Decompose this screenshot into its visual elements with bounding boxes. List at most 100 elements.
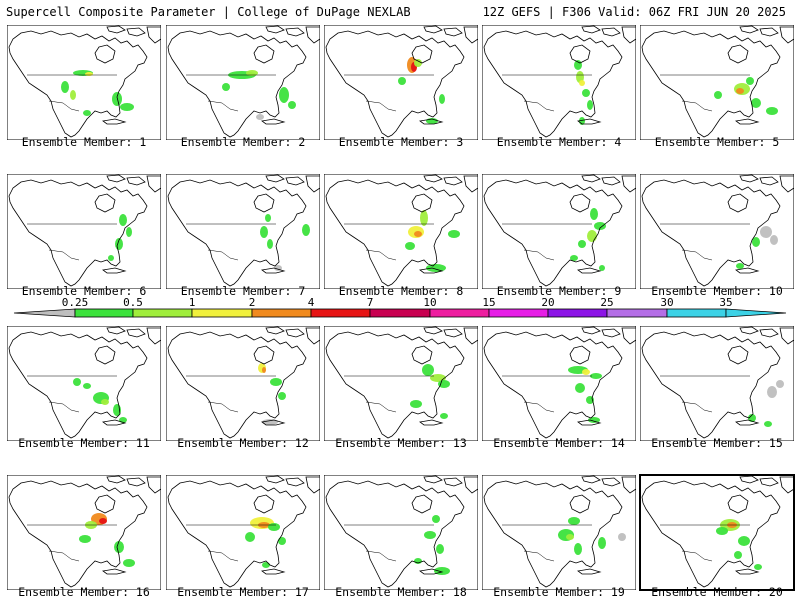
run-valid-time: 12Z GEFS | F306 Valid: 06Z FRI JUN 20 20… bbox=[482, 5, 786, 19]
color-scale-segment bbox=[369, 308, 431, 318]
scp-contour bbox=[716, 527, 728, 535]
color-scale-tick-label: 20 bbox=[541, 296, 555, 309]
ensemble-member-label: Ensemble Member: 17 bbox=[177, 585, 309, 599]
ensemble-member-label: Ensemble Member: 12 bbox=[177, 436, 309, 450]
ensemble-member-panel: Ensemble Member: 1 bbox=[7, 25, 161, 149]
scp-contour bbox=[112, 92, 122, 106]
north-america-map bbox=[166, 25, 320, 140]
ensemble-member-label: Ensemble Member: 4 bbox=[496, 135, 622, 149]
scp-contour bbox=[99, 518, 107, 524]
ensemble-member-label: Ensemble Member: 13 bbox=[335, 436, 467, 450]
scp-contour bbox=[123, 559, 135, 567]
scp-contour bbox=[736, 263, 744, 269]
scp-contour bbox=[262, 562, 270, 568]
color-scale-tick-label: 0.5 bbox=[123, 296, 143, 309]
scp-contour bbox=[73, 378, 81, 386]
ensemble-member-label: Ensemble Member: 15 bbox=[651, 436, 783, 450]
scp-contour bbox=[587, 230, 597, 242]
scp-contour bbox=[582, 89, 590, 97]
ensemble-member-map bbox=[482, 326, 636, 441]
scp-contour bbox=[764, 421, 772, 427]
header-bar: Supercell Composite Parameter | College … bbox=[0, 0, 800, 22]
ensemble-member-panel: Ensemble Member: 10 bbox=[640, 174, 794, 298]
coastline-outline bbox=[167, 174, 320, 287]
scp-contour bbox=[245, 532, 255, 542]
scp-contour bbox=[776, 380, 784, 388]
ensemble-member-map bbox=[166, 174, 320, 289]
north-america-map bbox=[7, 25, 161, 140]
scp-contour bbox=[262, 419, 278, 425]
ensemble-member-map bbox=[640, 174, 794, 289]
scp-contour bbox=[579, 80, 585, 86]
coastline-outline bbox=[641, 174, 794, 287]
scp-contour bbox=[424, 531, 436, 539]
color-scale-segment bbox=[666, 308, 727, 318]
coastline-outline bbox=[483, 326, 636, 439]
ensemble-member-label: Ensemble Member: 7 bbox=[180, 284, 306, 298]
scp-contour bbox=[714, 91, 722, 99]
scp-contour bbox=[598, 537, 606, 549]
color-scale-legend: 0.25 0.5 1 2 4 7 10 15 20 25 30 35 bbox=[0, 296, 800, 320]
scp-contour bbox=[599, 265, 605, 271]
ensemble-member-label: Ensemble Member: 20 bbox=[651, 585, 783, 599]
coastline-outline bbox=[8, 25, 161, 138]
color-scale-tick-label: 35 bbox=[719, 296, 733, 309]
scp-contour bbox=[587, 100, 593, 110]
scp-contour bbox=[414, 59, 422, 67]
ensemble-member-panel: Ensemble Member: 16 bbox=[7, 475, 161, 599]
color-scale-segment bbox=[74, 308, 134, 318]
ensemble-member-map bbox=[640, 25, 794, 140]
ensemble-member-map bbox=[324, 25, 478, 140]
coastline-outline bbox=[8, 326, 161, 439]
color-scale-segment bbox=[606, 308, 668, 318]
product-title: Supercell Composite Parameter | College … bbox=[6, 5, 411, 19]
ensemble-member-panel: Ensemble Member: 20 bbox=[639, 474, 795, 599]
scp-contour bbox=[405, 242, 415, 250]
scp-contour bbox=[575, 383, 585, 393]
scp-contour bbox=[267, 239, 273, 249]
scp-contour bbox=[752, 237, 760, 247]
scp-contour bbox=[440, 413, 448, 419]
color-scale-segment bbox=[13, 308, 76, 318]
scp-contour bbox=[79, 535, 91, 543]
ensemble-member-panel: Ensemble Member: 7 bbox=[166, 174, 320, 298]
scp-contour bbox=[126, 227, 132, 237]
scp-contour bbox=[568, 517, 580, 525]
color-scale-tick-label: 0.25 bbox=[61, 296, 89, 309]
ensemble-member-panel: Ensemble Member: 14 bbox=[482, 326, 636, 450]
ensemble-member-map bbox=[166, 25, 320, 140]
scp-contour bbox=[748, 414, 756, 422]
color-scale-tick-label: 7 bbox=[366, 296, 374, 309]
color-scale-tick-label: 10 bbox=[423, 296, 437, 309]
scp-contour bbox=[120, 103, 134, 111]
scp-contour bbox=[588, 417, 600, 423]
north-america-map bbox=[166, 475, 320, 590]
scp-contour bbox=[420, 210, 428, 226]
north-america-map bbox=[324, 475, 478, 590]
north-america-map bbox=[324, 25, 478, 140]
north-america-map bbox=[7, 475, 161, 590]
coastline-outline bbox=[325, 475, 478, 588]
ensemble-member-map bbox=[7, 174, 161, 289]
scp-contour bbox=[439, 94, 445, 104]
scp-contour bbox=[279, 87, 289, 103]
scp-contour bbox=[746, 77, 754, 85]
scp-contour bbox=[760, 226, 772, 238]
coastline-outline bbox=[325, 25, 478, 138]
coastline-outline bbox=[483, 174, 636, 287]
north-america-map bbox=[324, 326, 478, 441]
ensemble-member-map bbox=[482, 174, 636, 289]
scp-contour bbox=[574, 543, 582, 555]
ensemble-member-map bbox=[7, 326, 161, 441]
ensemble-member-panel: Ensemble Member: 5 bbox=[640, 25, 794, 149]
north-america-map bbox=[640, 25, 794, 140]
ensemble-member-map bbox=[7, 475, 161, 590]
ensemble-member-label: Ensemble Member: 1 bbox=[21, 135, 147, 149]
scp-contour bbox=[574, 60, 582, 70]
scp-contour bbox=[256, 114, 264, 120]
ensemble-member-map bbox=[639, 474, 795, 591]
scp-contour bbox=[83, 110, 91, 116]
north-america-map bbox=[482, 475, 636, 590]
color-scale-tick-label: 4 bbox=[307, 296, 315, 309]
ensemble-member-label: Ensemble Member: 14 bbox=[493, 436, 625, 450]
